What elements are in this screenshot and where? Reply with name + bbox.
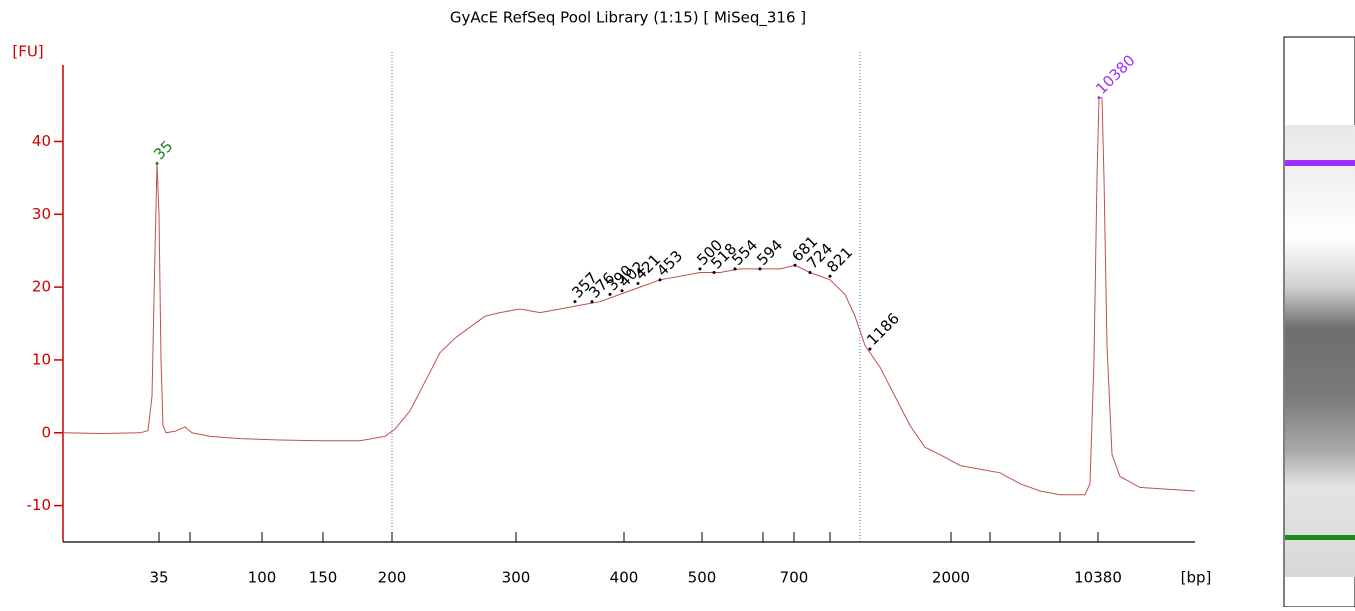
x-tick-label: 300 xyxy=(502,569,531,587)
y-axis-label: [FU] xyxy=(12,43,43,61)
peak-marker xyxy=(698,267,702,271)
peak-marker xyxy=(620,289,624,293)
peak-marker xyxy=(590,300,594,304)
gel-lane xyxy=(1283,36,1355,608)
x-tick-label: 2000 xyxy=(932,569,970,587)
chart-title: GyAcE RefSeq Pool Library (1:15) [ MiSeq… xyxy=(450,9,806,28)
y-tick-label: 10 xyxy=(32,350,51,368)
peak-marker xyxy=(868,347,872,351)
x-tick-label: 100 xyxy=(248,569,277,587)
x-tick-label: 200 xyxy=(378,569,407,587)
x-tick-label: 500 xyxy=(688,569,717,587)
y-tick-label: -10 xyxy=(27,496,52,514)
x-tick-label: 400 xyxy=(610,569,639,587)
peak-label: 594 xyxy=(753,236,786,269)
y-tick-label: 0 xyxy=(41,423,51,441)
x-tick-label: 150 xyxy=(309,569,338,587)
peak-label: 453 xyxy=(653,247,686,280)
peak-marker xyxy=(658,278,662,282)
peak-marker xyxy=(758,267,762,271)
peak-marker xyxy=(793,263,797,267)
peak-label: 35 xyxy=(150,137,176,163)
peak-label: 10380 xyxy=(1092,51,1138,97)
gel-lower-marker xyxy=(1285,535,1355,540)
x-axis-label: [bp] xyxy=(1181,569,1212,587)
y-tick-label: 30 xyxy=(32,205,51,223)
peak-marker xyxy=(636,281,640,285)
peak-marker xyxy=(828,274,832,278)
peak-marker xyxy=(733,267,737,271)
peak-marker xyxy=(573,300,577,304)
peak-marker xyxy=(1097,96,1101,100)
peak-marker xyxy=(712,271,716,275)
x-tick-label: 35 xyxy=(149,569,168,587)
trace xyxy=(62,97,1196,496)
peak-marker xyxy=(808,271,812,275)
gel-smear xyxy=(1285,125,1355,577)
gel-upper-marker xyxy=(1285,160,1355,166)
x-tick-label: 10380 xyxy=(1074,569,1122,587)
peak-marker xyxy=(155,161,159,165)
peak-label: 1186 xyxy=(863,309,903,349)
y-tick-label: 20 xyxy=(32,278,51,296)
y-tick-label: 40 xyxy=(32,132,51,150)
peak-marker xyxy=(608,292,612,296)
x-tick-label: 700 xyxy=(780,569,809,587)
